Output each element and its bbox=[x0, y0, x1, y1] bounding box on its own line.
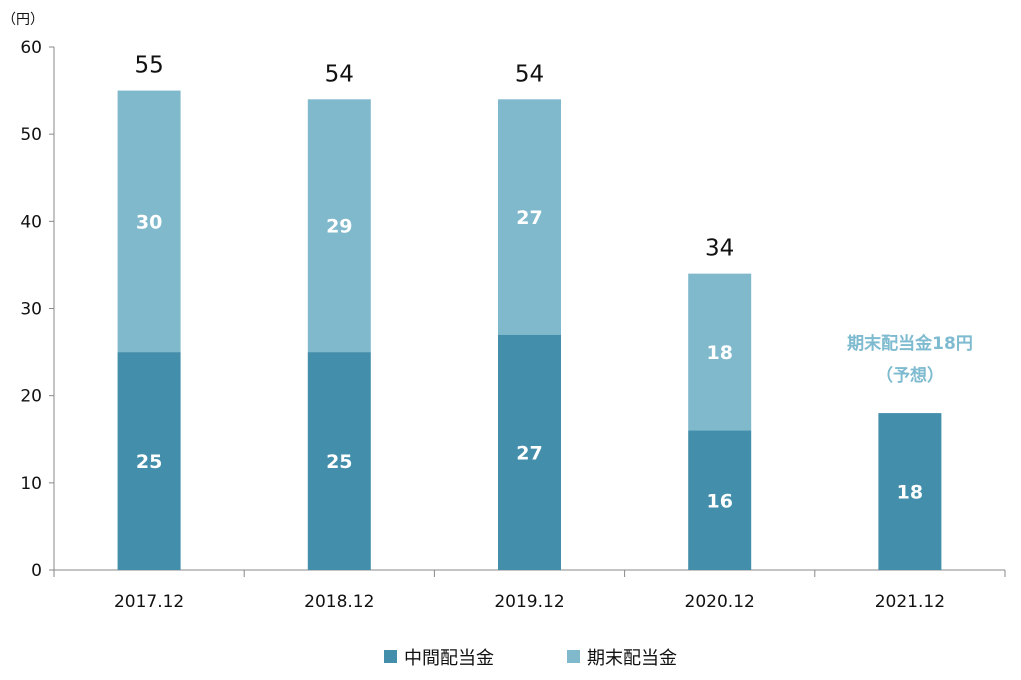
labels: 25 30 55 25 29 54 27 27 54 16 18 34 18 bbox=[134, 53, 923, 513]
annotation-line-1: 期末配当金18円 bbox=[847, 333, 973, 354]
bar-segment bbox=[688, 273, 752, 431]
bar-value-label: 25 bbox=[326, 451, 352, 473]
legend-label: 期末配当金 bbox=[587, 648, 677, 669]
bar-value-label: 30 bbox=[136, 211, 162, 233]
y-tick-label: 50 bbox=[20, 125, 42, 145]
bar-segment bbox=[117, 352, 181, 570]
bar-total-label: 34 bbox=[705, 236, 734, 262]
bar-value-label: 18 bbox=[706, 342, 732, 364]
bar-value-label: 27 bbox=[516, 442, 542, 464]
annotation-line-2: （予想） bbox=[876, 365, 944, 386]
bar-total-label: 54 bbox=[325, 61, 354, 87]
bar-value-label: 27 bbox=[516, 207, 542, 229]
x-tick-label: 2020.12 bbox=[685, 592, 755, 612]
y-tick-label: 40 bbox=[20, 212, 42, 232]
bar-segment bbox=[307, 352, 371, 570]
bars bbox=[117, 90, 942, 570]
legend-label: 中間配当金 bbox=[404, 648, 494, 669]
bar-segment bbox=[307, 99, 371, 353]
x-tick-label: 2017.12 bbox=[114, 592, 184, 612]
bar-segment bbox=[688, 430, 752, 570]
bar-value-label: 29 bbox=[326, 216, 352, 238]
x-tick-label: 2018.12 bbox=[304, 592, 374, 612]
bar-value-label: 16 bbox=[706, 490, 732, 512]
bar-value-label: 18 bbox=[897, 482, 923, 504]
y-tick-label: 30 bbox=[20, 300, 42, 320]
legend-swatch bbox=[567, 650, 580, 663]
legend-swatch bbox=[384, 650, 397, 663]
x-tick-label: 2021.12 bbox=[875, 592, 945, 612]
y-tick-label: 60 bbox=[20, 38, 42, 58]
bar-total-label: 54 bbox=[515, 61, 544, 87]
x-tick-label: 2019.12 bbox=[494, 592, 564, 612]
bar-segment bbox=[117, 90, 181, 353]
axes: 0 10 20 30 40 50 60 2017.12 2018.12 2019.12 2020.1… bbox=[20, 38, 1006, 612]
bar-segment bbox=[498, 334, 561, 570]
bar-segment bbox=[498, 99, 561, 335]
bar-value-label: 25 bbox=[136, 451, 162, 473]
y-tick-label: 20 bbox=[20, 387, 42, 407]
bar-segment bbox=[878, 413, 942, 570]
y-tick-label: 0 bbox=[31, 561, 42, 581]
bar-total-label: 55 bbox=[134, 53, 163, 79]
y-unit-label: （円） bbox=[2, 12, 44, 28]
legend: 中間配当金 期末配当金 bbox=[384, 648, 677, 669]
y-tick-label: 10 bbox=[20, 474, 42, 494]
